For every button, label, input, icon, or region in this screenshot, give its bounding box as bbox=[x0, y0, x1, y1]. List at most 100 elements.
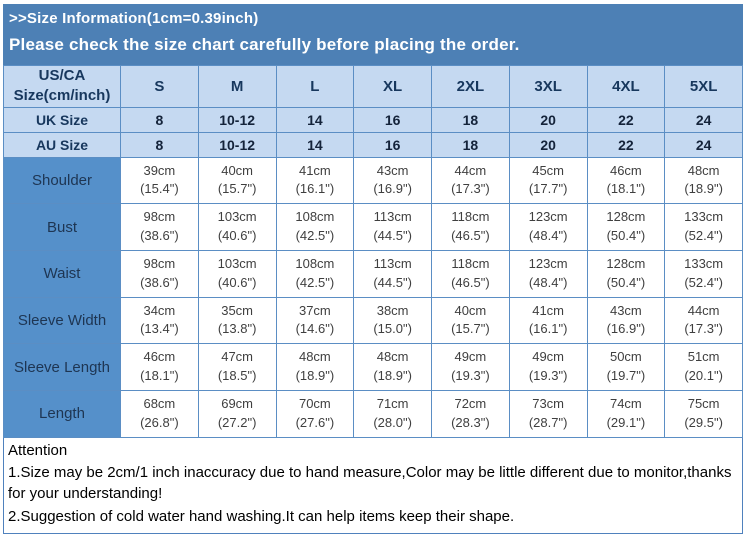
measurement-cell: 123cm (48.4") bbox=[508, 249, 588, 298]
measurement-row: Sleeve Width 34cm (13.4") 35cm (13.8") 37cm (1… bbox=[3, 296, 743, 345]
measurement-cell: 118cm (46.5") bbox=[431, 203, 510, 251]
measurement-cell: 72cm (28.3") bbox=[431, 389, 510, 438]
region-size-cell: 10-12 bbox=[197, 106, 277, 133]
measurement-inch: (42.5") bbox=[295, 274, 335, 290]
measurement-cell: 49cm (19.3") bbox=[431, 343, 510, 391]
measurement-cell: 70cm (27.6") bbox=[275, 389, 355, 438]
measurement-cm: 123cm bbox=[528, 209, 568, 225]
size-chart-table: US/CA Size(cm/inch) S M L XL 2XL 3XL 4XL… bbox=[3, 65, 743, 438]
measurement-cm: 43cm bbox=[376, 162, 409, 178]
region-size-cell: 20 bbox=[508, 131, 588, 158]
measurement-cm: 48cm bbox=[298, 349, 331, 365]
measurement-cell: 73cm (28.7") bbox=[508, 389, 588, 438]
measurement-cm: 34cm bbox=[143, 302, 176, 318]
measurement-inch: (19.3") bbox=[451, 368, 490, 384]
banner-title: >>Size Information(1cm=0.39inch) bbox=[9, 10, 259, 27]
measurement-cm: 69cm bbox=[221, 395, 254, 411]
measurement-cell: 75cm (29.5") bbox=[664, 389, 743, 438]
measurement-cell: 133cm (52.4") bbox=[664, 203, 743, 251]
region-size-cell: 20 bbox=[508, 106, 588, 133]
measurement-inch: (17.7") bbox=[528, 181, 568, 197]
measurement-cell: 47cm (18.5") bbox=[197, 343, 277, 391]
size-header-row: US/CA Size(cm/inch) S M L XL 2XL 3XL 4XL… bbox=[3, 65, 743, 108]
measurement-cell: 41cm (16.1") bbox=[508, 296, 588, 345]
measurement-cm: 73cm bbox=[532, 395, 565, 411]
measurement-cell: 108cm (42.5") bbox=[275, 249, 355, 298]
measurement-cm: 48cm bbox=[376, 349, 409, 365]
measurement-cm: 44cm bbox=[454, 162, 487, 178]
measurement-inch: (50.4") bbox=[606, 274, 646, 290]
measurement-cm: 44cm bbox=[687, 302, 720, 318]
measurement-inch: (38.6") bbox=[140, 228, 179, 244]
measurement-cell: 43cm (16.9") bbox=[353, 156, 432, 205]
measurement-label: Bust bbox=[3, 203, 121, 251]
measurement-inch: (28.3") bbox=[451, 414, 490, 430]
measurement-inch: (16.9") bbox=[373, 181, 412, 197]
measurement-inch: (40.6") bbox=[217, 274, 257, 290]
measurement-cell: 44cm (17.3") bbox=[431, 156, 510, 205]
measurement-inch: (42.5") bbox=[295, 228, 335, 244]
measurement-cell: 118cm (46.5") bbox=[431, 249, 510, 298]
measurement-cell: 46cm (18.1") bbox=[586, 156, 666, 205]
measurement-inch: (48.4") bbox=[528, 228, 568, 244]
region-size-cell: 10-12 bbox=[197, 131, 277, 158]
region-size-row: AU Size 8 10-12 14 16 18 20 22 24 bbox=[3, 131, 743, 158]
size-header-l: L bbox=[275, 65, 355, 108]
measurement-cm: 75cm bbox=[687, 395, 720, 411]
measurement-cm: 40cm bbox=[221, 162, 254, 178]
region-size-cell: 18 bbox=[431, 131, 510, 158]
measurement-cm: 103cm bbox=[217, 209, 257, 225]
measurement-cell: 128cm (50.4") bbox=[586, 249, 666, 298]
measurement-cm: 123cm bbox=[528, 255, 568, 271]
measurement-cm: 70cm bbox=[298, 395, 331, 411]
measurement-cm: 108cm bbox=[295, 209, 335, 225]
measurement-inch: (17.3") bbox=[684, 321, 723, 337]
measurement-inch: (17.3") bbox=[451, 181, 490, 197]
measurement-cell: 108cm (42.5") bbox=[275, 203, 355, 251]
region-size-cell: 22 bbox=[586, 106, 666, 133]
measurement-cm: 118cm bbox=[451, 255, 490, 271]
measurement-cell: 50cm (19.7") bbox=[586, 343, 666, 391]
measurement-inch: (16.1") bbox=[295, 181, 335, 197]
measurement-row: Bust 98cm (38.6") 103cm (40.6") 108cm (42.5") 1… bbox=[3, 203, 743, 251]
measurement-cm: 98cm bbox=[143, 255, 176, 271]
size-header-m: M bbox=[197, 65, 277, 108]
measurement-cm: 71cm bbox=[376, 395, 409, 411]
size-header-2xl: 2XL bbox=[431, 65, 510, 108]
region-size-cell: 16 bbox=[353, 106, 432, 133]
measurement-cm: 49cm bbox=[454, 349, 487, 365]
region-size-cell: 24 bbox=[664, 106, 743, 133]
measurement-cell: 38cm (15.0") bbox=[353, 296, 432, 345]
measurement-cm: 128cm bbox=[606, 255, 646, 271]
measurement-cm: 49cm bbox=[532, 349, 565, 365]
measurement-inch: (50.4") bbox=[606, 228, 646, 244]
measurement-label: Sleeve Length bbox=[3, 343, 121, 391]
corner-header: US/CA Size(cm/inch) bbox=[3, 65, 121, 108]
measurement-inch: (29.5") bbox=[684, 414, 723, 430]
region-size-cell: 8 bbox=[120, 106, 199, 133]
measurement-cm: 46cm bbox=[609, 162, 642, 178]
attention-title: Attention bbox=[8, 441, 68, 459]
measurement-cell: 133cm (52.4") bbox=[664, 249, 743, 298]
measurement-inch: (46.5") bbox=[451, 274, 490, 290]
measurement-cell: 71cm (28.0") bbox=[353, 389, 432, 438]
region-size-label: UK Size bbox=[3, 106, 121, 133]
measurement-inch: (16.9") bbox=[606, 321, 646, 337]
measurement-inch: (15.4") bbox=[140, 181, 179, 197]
measurement-inch: (46.5") bbox=[451, 228, 490, 244]
measurement-cm: 39cm bbox=[143, 162, 176, 178]
banner-subtitle: Please check the size chart carefully be… bbox=[9, 35, 520, 54]
measurement-cell: 103cm (40.6") bbox=[197, 203, 277, 251]
measurement-cm: 133cm bbox=[684, 255, 724, 271]
measurement-row: Length 68cm (26.8") 69cm (27.2") 70cm (27.6") 7… bbox=[3, 389, 743, 438]
measurement-cell: 48cm (18.9") bbox=[353, 343, 432, 391]
measurement-inch: (48.4") bbox=[528, 274, 568, 290]
measurement-inch: (18.9") bbox=[373, 368, 412, 384]
measurement-cell: 35cm (13.8") bbox=[197, 296, 277, 345]
measurement-cell: 46cm (18.1") bbox=[120, 343, 199, 391]
measurement-label: Length bbox=[3, 389, 121, 438]
region-size-cell: 22 bbox=[586, 131, 666, 158]
measurement-inch: (44.5") bbox=[373, 274, 412, 290]
measurement-inch: (26.8") bbox=[140, 414, 179, 430]
